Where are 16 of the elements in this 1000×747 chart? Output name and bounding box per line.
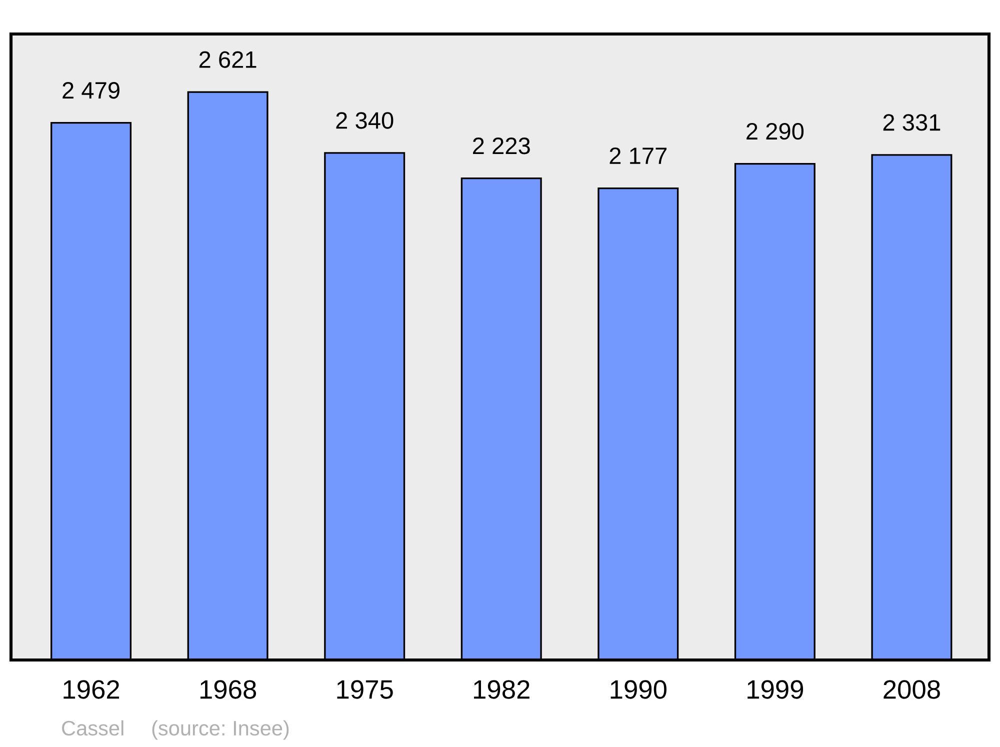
text: Cassel (62, 720, 124, 736)
x-tick-label: 1999 (748, 680, 804, 699)
x-tick-label: 1975 (337, 680, 393, 699)
data-label: 2 290 (746, 122, 804, 140)
data-label: 2 479 (62, 82, 120, 99)
x-tick-label: 1990 (610, 680, 666, 699)
data-label: 2 621 (199, 51, 256, 68)
data-label: 2 223 (473, 137, 530, 154)
data-label: 2 340 (336, 112, 394, 129)
data-label: 2 177 (610, 147, 667, 164)
x-tick-label: 2008 (884, 680, 940, 699)
data-label: 2 331 (883, 114, 940, 131)
x-tick-label: 1982 (474, 680, 530, 699)
x-tick-label: 1962 (64, 680, 120, 699)
x-tick-label: 1968 (200, 680, 256, 699)
text: (source: Insee) (152, 720, 289, 740)
